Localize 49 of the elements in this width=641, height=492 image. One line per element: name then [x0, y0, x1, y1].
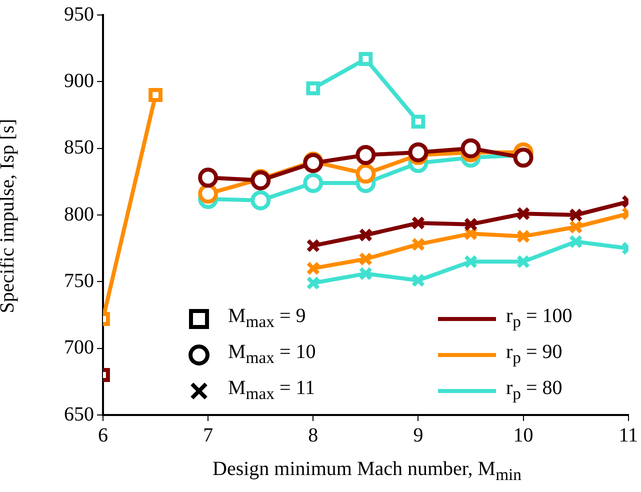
point — [460, 138, 481, 158]
point — [516, 254, 530, 269]
point — [356, 145, 376, 165]
point — [464, 217, 478, 232]
annotation: M$_{max}$ = 11 — [228, 377, 316, 404]
y-tick-label: 850 — [64, 136, 94, 159]
annotation: r$_{p}$ = 90 — [506, 341, 562, 368]
point — [303, 173, 324, 193]
point — [306, 81, 320, 96]
x-tick-label: 11 — [618, 424, 638, 446]
point — [516, 206, 530, 221]
x-tick-label: 7 — [203, 424, 214, 446]
point — [411, 237, 426, 252]
y-tick-label: 950 — [64, 3, 94, 26]
y-tick-label: 700 — [64, 336, 94, 359]
x-axis-title: Design minimum Mach number, M$_{min}$ — [212, 458, 522, 485]
point — [408, 142, 428, 162]
annotation: r$_{p}$ = 100 — [506, 305, 572, 332]
point — [464, 254, 478, 269]
point — [358, 228, 373, 242]
point — [568, 220, 583, 234]
point — [198, 184, 218, 204]
y-tick-label: 800 — [64, 203, 94, 226]
annotation: M$_{max}$ = 9 — [228, 305, 306, 332]
y-tick-label: 650 — [64, 403, 94, 426]
x-tick-label: 8 — [308, 424, 318, 446]
x-tick-label: 6 — [98, 424, 108, 446]
point — [198, 168, 218, 188]
point — [516, 229, 530, 244]
point — [411, 273, 426, 288]
point — [306, 238, 320, 253]
point — [358, 52, 373, 66]
point — [568, 208, 583, 222]
point — [568, 234, 583, 249]
y-tick-label: 900 — [64, 70, 94, 92]
point — [513, 148, 534, 168]
annotation: M$_{max}$ = 10 — [228, 341, 316, 368]
point — [411, 216, 426, 230]
annotation: r$_{p}$ = 80 — [506, 377, 562, 404]
point — [356, 164, 376, 184]
point — [358, 266, 373, 281]
point — [306, 276, 320, 290]
point — [306, 261, 320, 276]
x-tick-label: 10 — [513, 424, 534, 446]
point — [358, 252, 373, 266]
x-tick-label: 9 — [413, 424, 424, 446]
point — [411, 114, 426, 129]
y-tick-label: 750 — [64, 270, 94, 292]
point — [250, 190, 271, 210]
